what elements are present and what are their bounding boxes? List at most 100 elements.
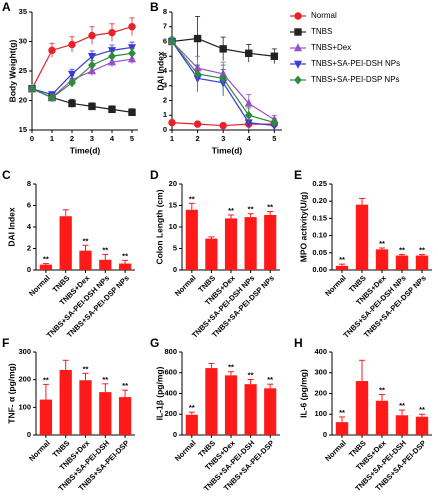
significance-label: ** <box>228 363 234 372</box>
legend-label: Normal <box>311 11 337 20</box>
bar <box>118 263 132 270</box>
y-tick-label: 0 <box>173 430 177 439</box>
y-tick-label: 4 <box>163 66 168 75</box>
bar <box>224 218 238 270</box>
y-tick-label: 20 <box>19 95 27 104</box>
data-point <box>128 108 136 116</box>
bar <box>39 399 53 435</box>
data-point <box>88 31 96 40</box>
y-tick-label: 1 <box>163 110 167 119</box>
data-point <box>107 47 117 56</box>
x-tick-label: Normal <box>27 438 52 463</box>
data-point <box>127 44 137 53</box>
significance-label: ** <box>248 205 254 214</box>
y-tick-label: 0.00 <box>312 265 327 274</box>
x-tick-label: 0 <box>30 134 34 143</box>
significance-label: ** <box>83 236 89 245</box>
y-tick-label: 35 <box>19 7 27 16</box>
x-tick-label: 5 <box>130 134 134 143</box>
y-tick-label: 0.10 <box>312 231 327 240</box>
bar <box>224 375 238 435</box>
y-tick-label: 200 <box>18 375 31 384</box>
legend-marker <box>294 75 302 85</box>
data-point <box>28 84 36 94</box>
significance-label: ** <box>267 203 273 212</box>
significance-label: ** <box>267 375 273 384</box>
significance-label: ** <box>122 381 128 390</box>
data-point <box>68 78 76 88</box>
bar <box>335 265 349 270</box>
legend-marker <box>293 60 303 69</box>
data-point <box>48 93 56 103</box>
significance-label: ** <box>379 386 385 395</box>
data-point <box>108 28 116 37</box>
significance-label: ** <box>43 255 49 264</box>
significance-label: ** <box>83 364 89 373</box>
x-tick-label: 4 <box>247 134 252 143</box>
y-tick-label: 0 <box>163 125 167 134</box>
y-tick-label: 600 <box>164 368 177 377</box>
data-point <box>270 52 279 60</box>
y-tick-label: 100 <box>314 409 327 418</box>
data-point <box>87 53 97 62</box>
y-tick-label: 5 <box>173 243 177 252</box>
panel-label: D <box>150 168 159 182</box>
data-point <box>108 51 116 61</box>
y-tick-label: 25 <box>19 66 27 75</box>
y-tick-label: 0.20 <box>312 196 327 205</box>
y-tick-label: 15 <box>19 125 27 134</box>
y-tick-label: 200 <box>164 409 177 418</box>
bar <box>335 422 349 435</box>
bar <box>99 392 112 435</box>
y-tick-label: 0.05 <box>312 248 327 257</box>
panel-label: B <box>150 0 159 14</box>
series-line <box>31 26 133 89</box>
bar <box>39 264 53 270</box>
legend-marker <box>294 12 302 20</box>
y-tick-label: 10 <box>169 222 177 231</box>
y-tick-label: 5 <box>163 51 167 60</box>
legend-label: TNBS+Dex <box>311 43 351 52</box>
significance-label: ** <box>189 194 195 203</box>
y-tick-label: 0 <box>173 265 177 274</box>
series-line <box>31 88 133 113</box>
y-tick-label: 100 <box>18 402 31 411</box>
data-point <box>68 40 76 49</box>
significance-label: ** <box>102 375 108 384</box>
y-tick-label: 6 <box>27 200 31 209</box>
data-point <box>87 66 97 75</box>
y-tick-label: 2 <box>163 95 167 104</box>
panel-label: C <box>2 168 11 182</box>
y-tick-label: 3 <box>163 81 167 90</box>
y-tick-label: 20 <box>169 179 177 188</box>
y-tick-label: 30 <box>19 36 27 45</box>
significance-label: ** <box>228 206 234 215</box>
x-tick-label: 2 <box>195 134 199 143</box>
x-tick-label: 3 <box>90 134 94 143</box>
x-tick-label: 2 <box>70 134 74 143</box>
legend-label: TNBS+SA-PEI-DSP NPs <box>311 75 400 84</box>
x-tick-label: Normal <box>323 273 348 298</box>
data-point <box>219 121 227 130</box>
x-tick-label: Normal <box>27 273 52 298</box>
bar <box>264 388 277 435</box>
x-axis-title: Time(d) <box>212 145 243 155</box>
y-tick-label: 0 <box>27 430 31 439</box>
y-tick-label: 400 <box>164 388 177 397</box>
y-axis-title: DAI Index <box>6 207 16 246</box>
y-axis-title: MPO activity(U/g) <box>298 192 308 263</box>
y-tick-label: 8 <box>163 7 167 16</box>
y-tick-label: 0 <box>27 265 31 274</box>
data-point <box>88 102 96 111</box>
significance-label: ** <box>399 401 405 410</box>
data-point <box>127 54 137 63</box>
bar <box>264 214 277 270</box>
significance-label: ** <box>339 255 345 264</box>
bar <box>355 381 369 435</box>
data-point <box>219 73 228 83</box>
panel-label: E <box>294 168 302 182</box>
panel-label: H <box>294 336 303 350</box>
y-axis-title: Colon Length (cm) <box>154 189 164 264</box>
y-tick-label: 8 <box>27 179 31 188</box>
